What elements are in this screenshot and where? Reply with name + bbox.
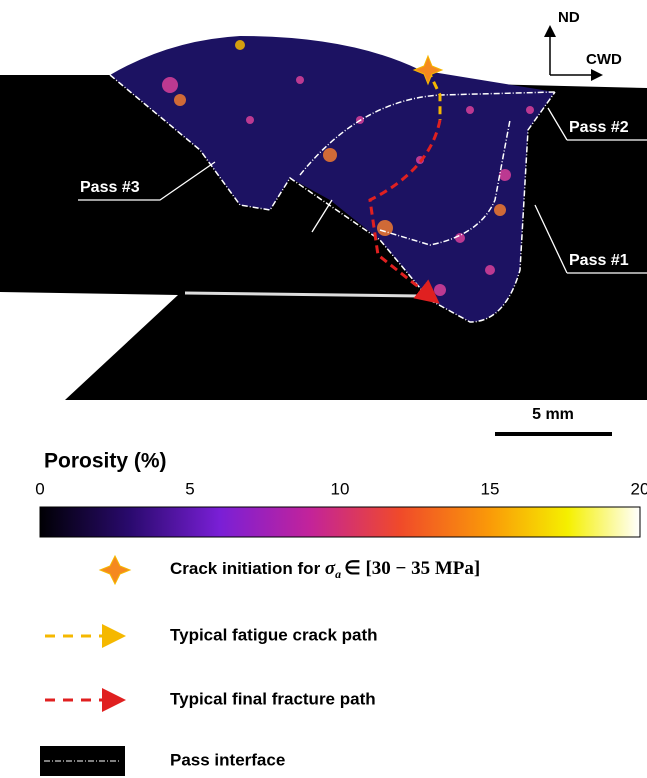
colorbar: [40, 507, 640, 537]
legend-range: ∈ [30 − 35 MPa]: [344, 558, 480, 579]
scale-label: 5 mm: [532, 406, 574, 423]
colorbar-tick-label: 10: [331, 479, 350, 498]
colorbar-tick-label: 5: [185, 479, 194, 498]
nd-label: ND: [558, 9, 580, 26]
legend-text: Typical fatigue crack path: [170, 625, 378, 644]
colorbar-ticks: 0 5 10 15 20: [35, 479, 647, 498]
legend-text: Typical final fracture path: [170, 689, 376, 708]
figure: ND CWD Pass #3 Pass #2 Pass #1 5 mm Poro…: [0, 0, 647, 778]
colorbar-tick-label: 0: [35, 479, 44, 498]
legend-subscript: a: [335, 567, 341, 581]
legend-star: [100, 556, 130, 584]
legend-text: Crack initiation for: [170, 559, 321, 578]
colorbar-tick-label: 15: [481, 479, 500, 498]
pass-label: Pass #3: [80, 179, 140, 196]
legend-text: Crack initiation for σa∈ [30 − 35 MPa]: [170, 558, 480, 580]
page: {"figure": { "axes": {"normal": "ND", "t…: [0, 0, 647, 778]
pass-label: Pass #1: [569, 252, 629, 269]
pass-label: Pass #2: [569, 119, 629, 136]
colorbar-title: Porosity (%): [44, 450, 167, 473]
colorbar-tick-label: 20: [631, 479, 647, 498]
legend-text: Pass interface: [170, 750, 285, 769]
cwd-label: CWD: [586, 51, 622, 68]
